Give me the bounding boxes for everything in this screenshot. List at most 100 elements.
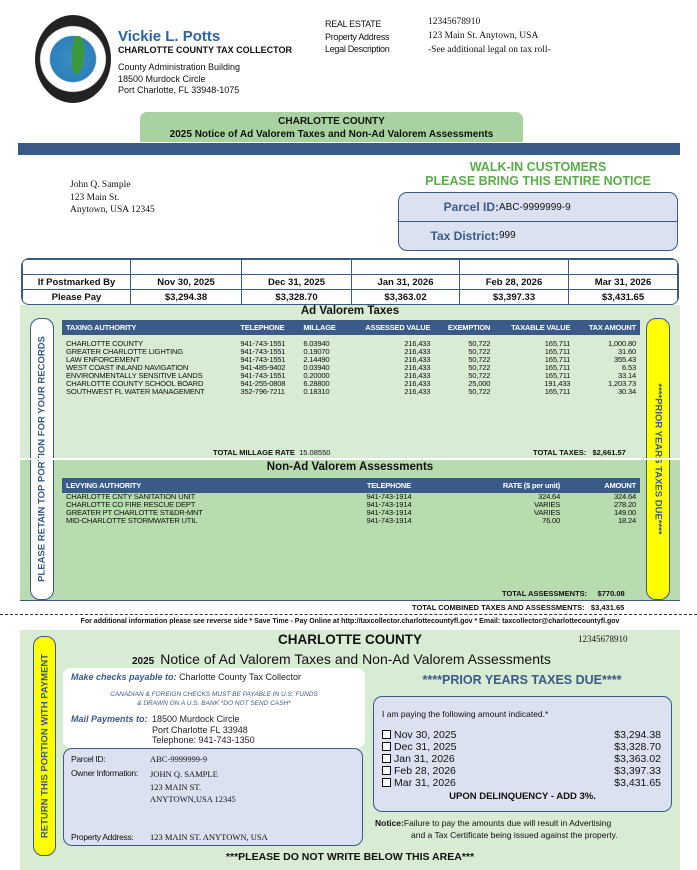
total-millage-label: TOTAL MILLAGE RATE [213,448,295,457]
property-address: 123 Main St. Anytown, USA [428,31,539,41]
paying-text: I am paying the following amount indicat… [382,709,549,719]
total-assessments: TOTAL ASSESSMENTS: $770.08 [502,589,625,598]
checkbox[interactable] [382,754,391,763]
option-date: Feb 28, 2026 [394,765,456,777]
cell: 324.64 [613,492,636,501]
option-amount: $3,363.02 [614,753,661,765]
cell: 50,722 [468,339,491,348]
table-row: SOUTHWEST FL WATER MANAGEMENT 352-796-721… [62,388,640,396]
table-row: ENVIRONMENTALLY SENSITIVE LANDS 941-743-1… [62,372,640,380]
checkbox[interactable] [382,766,391,775]
cell: 0.03940 [303,363,330,372]
walkin-line: PLEASE BRING THIS ENTIRE NOTICE [425,174,651,188]
payment-instructions: Make checks payable to: Charlotte County… [63,668,365,748]
owner-name: John Q. Sample [70,180,131,190]
option-label: Mar 31, 2026 [382,777,456,789]
column-header: MILLAGE [299,320,348,335]
cell: 18.24 [617,516,636,525]
total-divider [20,600,680,601]
combined-label: TOTAL COMBINED TAXES AND ASSESSMENTS: [412,603,585,612]
table-row: CHARLOTTE CO FIRE RESCUE DEPT 941-743-191… [62,501,640,509]
stub-parcel-label: Parcel ID: [71,754,106,764]
info-line: For additional information please see re… [80,618,620,625]
table-row: LAW ENFORCEMENT 941-743-1551 2.14490 216,43… [62,356,640,364]
cell: 941-743-1914 [366,500,412,509]
notice-line: and a Tax Certificate being issued again… [411,830,618,840]
cell: SOUTHWEST FL WATER MANAGEMENT [66,387,205,396]
cell: LAW ENFORCEMENT [66,355,140,364]
table-row: MID-CHARLOTTE STORMWATER UTIL 941-743-191… [62,517,640,525]
notice-line: Failure to pay the amounts due will resu… [403,818,612,828]
ad-valorem-title: Ad Valorem Taxes [300,305,400,317]
column-header: EXEMPTION [434,320,495,335]
combined-value: $3,431.65 [590,603,625,612]
payment-option[interactable]: Mar 31, 2026 $3,431.65 [374,777,671,789]
column-header: TAXABLE VALUE [494,320,575,335]
total-taxes: TOTAL TAXES: $2,661.57 [533,448,626,457]
option-date: Dec 31, 2025 [394,741,457,753]
cell: 355.43 [613,355,636,364]
non-ad-valorem-title: Non-Ad Valorem Assessments [266,461,434,473]
legal-label: Legal Description [325,44,390,54]
cell: 216,433 [404,371,431,380]
prop-address-value: 123 MAIN ST. ANYTOWN, USA [150,832,268,842]
pay-amount: $3,328.70 [241,289,352,304]
prior-years-title: ****PRIOR YEARS TAXES DUE**** [422,673,622,687]
payment-option[interactable]: Jan 31, 2026 $3,363.02 [374,753,671,765]
cell: 0.20000 [303,371,330,380]
stub-parcel-value: ABC-9999999-9 [150,754,208,764]
collector-name: Vickie L. Potts [118,28,221,45]
owner-line: JOHN Q. SAMPLE [150,769,218,779]
mailing-address: John Q. Sample 123 Main St. Anytown, USA… [70,179,155,217]
payable-label: Make checks payable to: [71,672,177,682]
table-row: CHARLOTTE CNTY SANITATION UNIT 941-743-19… [62,493,640,501]
ad-valorem-table: TAXING AUTHORITY TELEPHONE MILLAGE ASSESSED… [62,320,640,396]
stub-notice-title: 2025 Notice of Ad Valorem Taxes and Non-A… [132,651,551,667]
option-amount: $3,397.33 [614,765,661,777]
postmark-date: Mar 31, 2026 [567,274,678,290]
column-header: LEVYING AUTHORITY [62,478,339,493]
cell: 30.34 [617,387,636,396]
collector-address: County Administration Building 18500 Mur… [118,62,240,97]
notice-title: 2025 Notice of Ad Valorem Taxes and Non-… [169,128,494,140]
address-label: Property Address [325,31,390,42]
cell: 165,711 [544,339,571,348]
foreign-checks-note: CANADIAN & FOREIGN CHECKS MUST BE PAYABL… [110,691,318,698]
cell: CHARLOTTE CNTY SANITATION UNIT [66,492,196,501]
cell: CHARLOTTE COUNTY [66,339,143,348]
cell: 33.14 [617,371,636,380]
option-label: Feb 28, 2026 [382,765,456,777]
cell: 941-743-1914 [366,516,412,525]
checkbox[interactable] [382,742,391,751]
divider-bar [18,143,680,155]
cell: VARIES [534,508,561,517]
foreign-checks-note: & DRAWN ON A U.S. BANK *DO NOT SEND CASH… [137,700,291,707]
cell: 941-255-0808 [240,379,286,388]
option-date: Nov 30, 2025 [394,729,457,741]
please-pay-label: Please Pay [22,289,131,304]
cell: 216,433 [404,339,431,348]
postmark-label: If Postmarked By [22,274,131,290]
checkbox[interactable] [382,778,391,787]
walkin-line: WALK-IN CUSTOMERS [469,160,607,174]
payment-option[interactable]: Feb 28, 2026 $3,397.33 [374,765,671,777]
cell: 216,433 [404,379,431,388]
option-date: Mar 31, 2026 [394,777,456,789]
tax-collector-seal-logo [35,15,111,103]
do-not-write-note: ***PLEASE DO NOT WRITE BELOW THIS AREA**… [225,851,475,863]
florida-map-icon [72,36,84,74]
notice-title-box: CHARLOTTE COUNTY 2025 Notice of Ad Valor… [140,112,523,142]
stub-county: CHARLOTTE COUNTY [278,632,422,647]
addr-line: 18500 Murdock Circle [118,73,206,84]
cell: 278.20 [613,500,636,509]
cell: 216,433 [404,347,431,356]
payment-option[interactable]: Dec 31, 2025 $3,328.70 [374,741,671,753]
cell: 216,433 [404,355,431,364]
cell: 216,433 [404,363,431,372]
payment-option[interactable]: Nov 30, 2025 $3,294.38 [374,729,671,741]
payment-options-box: I am paying the following amount indicat… [373,696,672,812]
cell: 6.03940 [303,339,330,348]
checkbox[interactable] [382,730,391,739]
walkin-notice: WALK-IN CUSTOMERS PLEASE BRING THIS ENTI… [398,160,678,188]
option-label: Nov 30, 2025 [382,729,456,741]
